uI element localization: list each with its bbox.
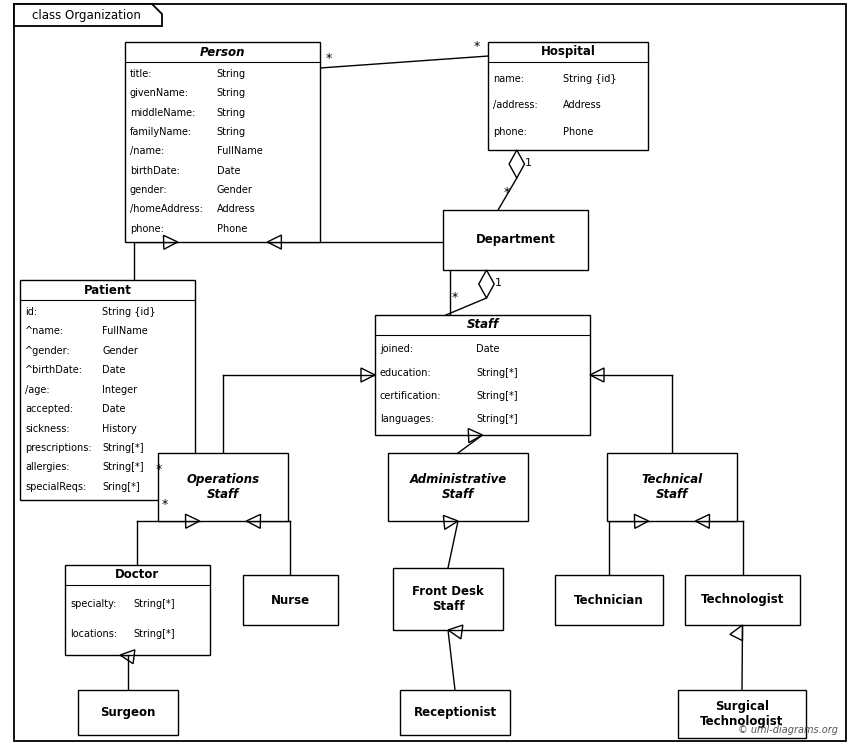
Text: Staff: Staff	[466, 318, 499, 332]
Text: id:: id:	[25, 307, 37, 317]
Text: Address: Address	[217, 205, 255, 214]
Text: Integer: Integer	[102, 385, 138, 394]
Text: Address: Address	[563, 100, 602, 111]
Text: Phone: Phone	[217, 224, 247, 234]
Bar	[393, 568, 503, 630]
Text: Date: Date	[217, 166, 240, 176]
Text: birthDate:: birthDate:	[130, 166, 180, 176]
Text: /address:: /address:	[493, 100, 538, 111]
Text: String[*]: String[*]	[102, 462, 144, 472]
Text: Date: Date	[102, 365, 126, 375]
Bar	[555, 575, 663, 625]
Bar	[65, 565, 210, 655]
Text: String[*]: String[*]	[476, 368, 518, 378]
Text: String: String	[217, 69, 246, 79]
Text: accepted:: accepted:	[25, 404, 73, 414]
Bar	[375, 315, 590, 435]
Bar	[158, 453, 288, 521]
Text: title:: title:	[130, 69, 152, 79]
Text: /homeAddress:: /homeAddress:	[130, 205, 203, 214]
Text: Gender: Gender	[217, 185, 253, 195]
Text: languages:: languages:	[380, 414, 434, 424]
Text: String: String	[217, 88, 246, 99]
Bar	[388, 453, 528, 521]
Bar	[443, 210, 588, 270]
Bar	[685, 575, 800, 625]
Text: Surgeon: Surgeon	[101, 706, 156, 719]
Bar	[400, 690, 510, 735]
Text: ^name:: ^name:	[25, 326, 64, 336]
Text: Administrative
Staff: Administrative Staff	[409, 473, 507, 501]
Text: phone:: phone:	[493, 127, 527, 137]
Bar	[607, 453, 737, 521]
Text: History: History	[102, 424, 137, 433]
Text: Gender: Gender	[102, 346, 138, 356]
Text: String[*]: String[*]	[476, 391, 518, 401]
Bar	[125, 42, 320, 242]
Text: String: String	[217, 108, 246, 118]
Text: 1: 1	[494, 278, 501, 288]
Text: joined:: joined:	[380, 344, 413, 354]
Text: Surgical
Technologist: Surgical Technologist	[700, 700, 783, 728]
Text: String[*]: String[*]	[476, 414, 518, 424]
Text: Date: Date	[476, 344, 500, 354]
Text: givenName:: givenName:	[130, 88, 189, 99]
Text: Technologist: Technologist	[701, 594, 784, 607]
Text: Phone: Phone	[563, 127, 593, 137]
Text: Hospital: Hospital	[541, 46, 595, 58]
Text: sickness:: sickness:	[25, 424, 70, 433]
Text: Technician: Technician	[574, 594, 644, 607]
Text: Sring[*]: Sring[*]	[102, 482, 140, 492]
Text: ^birthDate:: ^birthDate:	[25, 365, 83, 375]
Text: String {id}: String {id}	[563, 73, 617, 84]
Text: String: String	[217, 127, 246, 137]
Text: FullName: FullName	[102, 326, 148, 336]
Bar	[78, 690, 178, 735]
Text: prescriptions:: prescriptions:	[25, 443, 92, 453]
Text: String[*]: String[*]	[133, 599, 175, 609]
Text: familyName:: familyName:	[130, 127, 193, 137]
Text: class Organization: class Organization	[32, 10, 140, 22]
Text: *: *	[156, 463, 163, 476]
Text: © uml-diagrams.org: © uml-diagrams.org	[738, 725, 838, 735]
Text: Technical
Staff: Technical Staff	[642, 473, 703, 501]
Bar	[488, 42, 648, 150]
Text: FullName: FullName	[217, 146, 262, 156]
Text: *: *	[504, 186, 510, 199]
Bar	[20, 280, 195, 500]
Text: phone:: phone:	[130, 224, 164, 234]
Text: Doctor: Doctor	[115, 568, 160, 581]
Text: specialReqs:: specialReqs:	[25, 482, 86, 492]
Text: /age:: /age:	[25, 385, 50, 394]
Text: *: *	[452, 291, 458, 304]
Text: *: *	[326, 52, 332, 65]
Text: *: *	[474, 40, 480, 53]
Text: Patient: Patient	[83, 284, 132, 297]
Text: education:: education:	[380, 368, 432, 378]
Text: 1: 1	[525, 158, 531, 168]
Text: Person: Person	[200, 46, 245, 58]
Text: Receptionist: Receptionist	[414, 706, 496, 719]
Text: specialty:: specialty:	[70, 599, 116, 609]
Text: Department: Department	[476, 234, 556, 247]
Bar	[243, 575, 338, 625]
Polygon shape	[14, 4, 162, 26]
Text: locations:: locations:	[70, 629, 117, 639]
Text: Nurse: Nurse	[271, 594, 310, 607]
Text: allergies:: allergies:	[25, 462, 70, 472]
Text: Front Desk
Staff: Front Desk Staff	[412, 585, 484, 613]
Text: /name:: /name:	[130, 146, 164, 156]
Text: String {id}: String {id}	[102, 307, 156, 317]
Text: Operations
Staff: Operations Staff	[187, 473, 260, 501]
Text: name:: name:	[493, 73, 524, 84]
Text: String[*]: String[*]	[133, 629, 175, 639]
Text: String[*]: String[*]	[102, 443, 144, 453]
Text: Date: Date	[102, 404, 126, 414]
Text: ^gender:: ^gender:	[25, 346, 71, 356]
Text: middleName:: middleName:	[130, 108, 195, 118]
Text: *: *	[162, 498, 169, 511]
Text: certification:: certification:	[380, 391, 441, 401]
Text: gender:: gender:	[130, 185, 168, 195]
Bar	[678, 690, 806, 738]
